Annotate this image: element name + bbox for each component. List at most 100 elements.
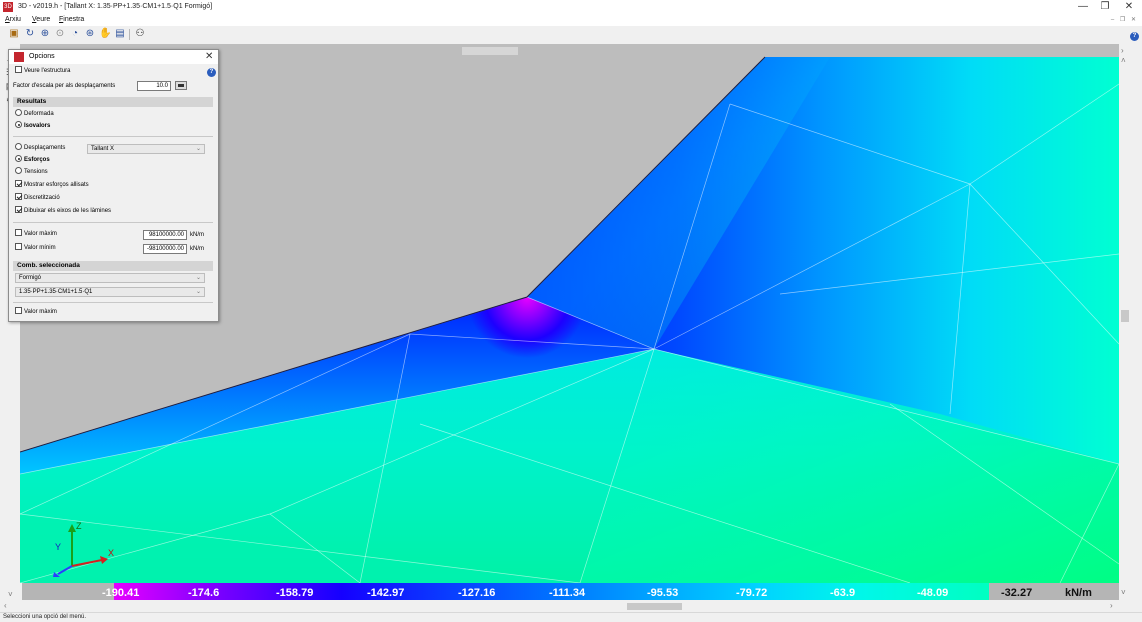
legend-value-2: -158.79 [276,587,314,599]
max-value-input[interactable]: 98100000.00 [143,230,187,240]
legend-value-8: -63.9 [830,587,856,599]
material-select[interactable]: Formigó ⌄ [15,273,205,283]
esforcos-radio[interactable] [15,155,22,162]
axis-z-label: Z [76,521,82,531]
hand-icon[interactable]: ✋ [99,28,112,39]
displacements-radio[interactable] [15,143,22,150]
pan-icon[interactable]: ⊛ [85,28,95,39]
scale-picker-icon[interactable] [175,81,187,90]
legend-value-0: -190.41 [102,587,140,599]
esforcos-label: Esforços [24,157,50,163]
minimize-button[interactable]: — [1078,1,1088,12]
combination-select[interactable]: 1.35·PP+1.35·CM1+1.5·Q1 ⌄ [15,287,205,297]
dialog-separator-2 [13,222,213,223]
max-value-checkbox[interactable] [15,229,22,236]
discretization-label: Discretització [24,195,60,201]
dialog-title-bar[interactable]: Opcions ✕ [9,50,218,64]
color-legend: -190.41 -174.6 -158.79 -142.97 -127.16 -… [22,583,1119,600]
legend-unit: kN/m [1065,587,1092,599]
dialog-separator [13,136,213,137]
draw-axes-checkbox[interactable] [15,206,22,213]
top-scroll-thumb[interactable] [462,47,518,55]
zoom-icon[interactable]: ⊙ [55,28,65,39]
status-text: Seleccioni una opció del menú. [3,614,87,620]
max-value-label: Valor màxim [24,231,57,237]
legend-value-3: -142.97 [367,587,405,599]
smoothed-forces-checkbox[interactable] [15,180,22,187]
vertical-scroll-thumb[interactable] [1121,310,1129,322]
toolbar-separator [129,29,130,40]
window-title: 3D - v2019.h - [Tallant X: 1.35·PP+1.35·… [18,3,213,10]
legend-value-9: -48.09 [917,587,949,599]
max-value-option-2[interactable]: Valor màxim [15,307,57,317]
smoothed-forces-label: Mostrar esforços allisats [24,182,89,188]
show-structure-checkbox[interactable] [15,66,22,73]
model-viewport[interactable]: Z Y X [20,44,1119,583]
tensions-radio[interactable] [15,167,22,174]
scroll-down-icon[interactable]: ˅ [1121,588,1126,597]
menu-arxiu[interactable]: Arxiu [5,16,21,23]
horizontal-scroll-thumb[interactable] [627,603,682,610]
zoom-window-icon[interactable]: ⊕ [40,28,50,39]
show-structure-label: Veure l'estructura [24,68,71,74]
isovalors-radio[interactable] [15,121,22,128]
scroll-left-icon[interactable]: ‹ [4,601,7,610]
deformada-radio[interactable] [15,109,22,116]
help-icon[interactable]: ? [1130,32,1139,41]
legend-value-6: -95.53 [647,587,679,599]
scroll-down-small-icon[interactable]: ˅ [8,590,13,599]
close-button[interactable]: ✕ [1124,1,1134,12]
chevron-down-icon: ⌄ [195,146,201,152]
dialog-separator-3 [13,302,213,303]
max-unit-label: kN/m [190,232,204,238]
combination-value: 1.35·PP+1.35·CM1+1.5·Q1 [19,289,93,295]
min-value-input[interactable]: -98100000.00 [143,244,187,254]
menu-finestra[interactable]: Finestra [59,16,85,23]
redraw-icon[interactable]: ◔ [71,28,79,39]
legend-value-10: -32.27 [1001,587,1033,599]
min-value-option[interactable]: Valor mínim [15,243,56,253]
maximize-button[interactable]: ❐ [1100,1,1110,12]
max-value-checkbox-2[interactable] [15,307,22,314]
legend-value-4: -127.16 [458,587,496,599]
smoothed-forces-option[interactable]: Mostrar esforços allisats [15,180,89,190]
discretization-option[interactable]: Discretització [15,193,60,203]
dialog-close-button[interactable]: ✕ [205,51,214,62]
mdi-controls[interactable]: – ❐ ✕ [1110,17,1138,23]
options-dialog: Opcions ✕ Veure l'estructura ? Factor d'… [8,49,219,322]
menu-veure[interactable]: Veure [32,16,51,23]
legend-value-1: -174.6 [188,587,220,599]
force-component-select[interactable]: Tallant X ⌄ [87,144,205,154]
draw-axes-option[interactable]: Dibuixar els eixos de les làmines [15,206,111,216]
rotate-icon[interactable]: ↻ [25,28,35,39]
chevron-down-icon: ⌄ [195,275,201,281]
horizontal-scrollbar[interactable]: ‹ › [0,600,1119,612]
dialog-title: Opcions [29,53,55,60]
min-value-checkbox[interactable] [15,243,22,250]
vertical-scrollbar[interactable]: › ˄ ˅ [1119,44,1131,600]
status-bar: Seleccioni una opció del menú. [0,612,1142,622]
esforcos-option[interactable]: Esforços [15,155,50,165]
isovalors-option[interactable]: Isovalors [15,121,50,131]
scroll-right-icon[interactable]: › [1110,601,1113,610]
title-bar: 3D 3D - v2019.h - [Tallant X: 1.35·PP+1.… [0,0,1142,14]
scroll-up-icon[interactable]: ˄ [1121,56,1126,65]
deformada-option[interactable]: Deformada [15,109,54,119]
scroll-right-up-icon[interactable]: › [1121,46,1124,55]
tensions-option[interactable]: Tensions [15,167,48,177]
displacements-option[interactable]: Desplaçaments [15,143,65,153]
min-value-label: Valor mínim [24,245,56,251]
layers-icon[interactable]: ▤ [115,28,125,39]
max-value-option[interactable]: Valor màxim [15,229,57,239]
discretization-checkbox[interactable] [15,193,22,200]
legend-value-7: -79.72 [736,587,768,599]
show-structure-option[interactable]: Veure l'estructura [15,66,71,76]
scale-factor-input[interactable]: 10.0 [137,81,171,91]
dialog-help-icon[interactable]: ? [207,68,216,77]
dialog-app-icon [14,52,24,62]
axis-triad [53,524,108,577]
save-icon[interactable]: ▣ [9,28,19,39]
contour-plot[interactable] [20,44,1119,583]
binoculars-icon[interactable]: ⚇ [135,28,145,39]
